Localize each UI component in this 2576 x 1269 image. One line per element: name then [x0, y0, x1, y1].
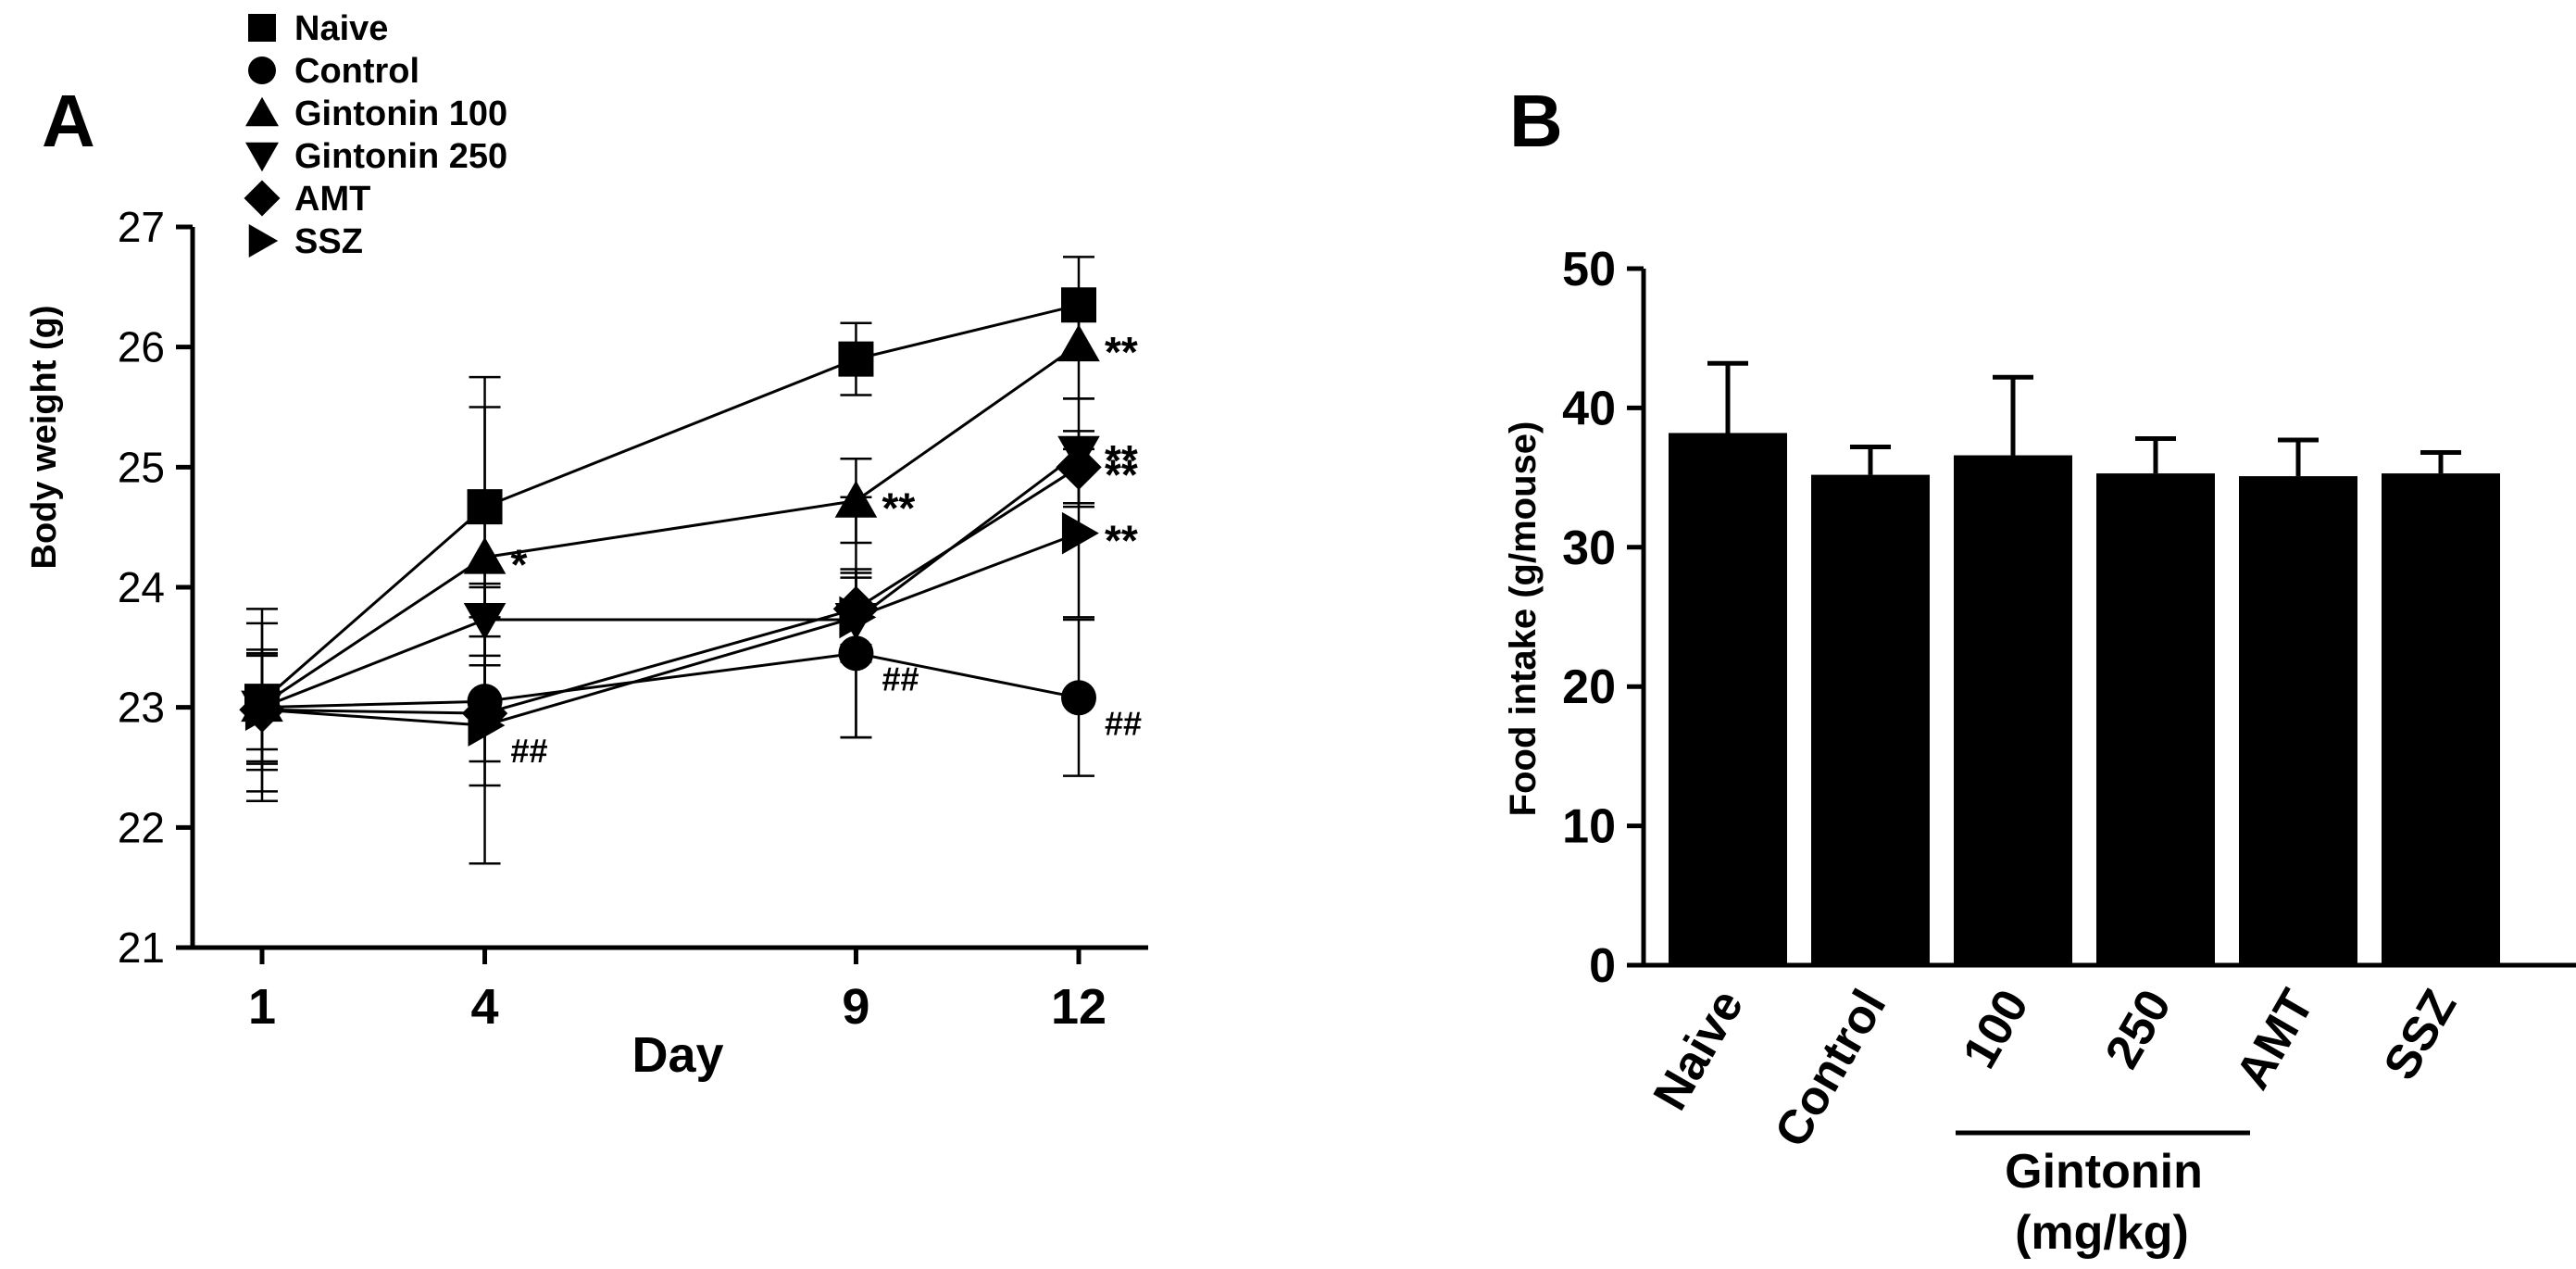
gintonin-group-unit: (mg/kg) — [2015, 1206, 2189, 1260]
panel-a-xlabel: Day — [631, 1027, 723, 1083]
gintonin-250-series-line — [261, 451, 1080, 710]
legend-marker-control — [248, 57, 276, 84]
panel-a-plot-area: ####*********##** — [239, 256, 1142, 865]
legend-label-gintonin-250: Gintonin 250 — [294, 137, 507, 176]
legend-label-gintonin-100: Gintonin 100 — [294, 94, 507, 133]
gintonin-100-point — [834, 480, 878, 518]
ssz-point — [839, 596, 877, 639]
panel-b-y-tick-label: 50 — [1562, 243, 1616, 296]
panel-b-letter: B — [1509, 80, 1563, 162]
bar-label-naive: Naive — [1644, 981, 1755, 1119]
panel-a-y-tick-label: 24 — [118, 563, 165, 611]
panel-b-y-tick-label: 30 — [1562, 521, 1616, 575]
amt-point — [1056, 444, 1102, 491]
ssz-significance-label: ** — [1105, 517, 1138, 565]
legend-label-control: Control — [294, 52, 419, 91]
panel-a-y-tick-label: 23 — [118, 684, 165, 732]
panel-a-y-tick-label: 21 — [118, 923, 165, 972]
panel-a-x-tick-label: 1 — [248, 979, 276, 1035]
bar-ssz — [2382, 473, 2500, 965]
bar-label-ssz: SSZ — [2374, 981, 2468, 1089]
naive-point — [1061, 287, 1096, 323]
panel-b-y-tick-label: 20 — [1562, 660, 1616, 714]
panel-b-y-tick-label: 0 — [1589, 939, 1616, 993]
panel-a: A Body weight (g) Day 21 22 23 24 25 26 27 1 4 9 1… — [25, 9, 1148, 1083]
naive-series-line — [261, 303, 1080, 703]
panel-b: B Food intake (g/mouse) 0 10 20 30 40 50 Naiv… — [1503, 80, 2576, 1260]
gintonin-250-point — [463, 602, 506, 640]
panel-b-y-tick-label: 40 — [1562, 382, 1616, 435]
bar-100 — [1954, 455, 2072, 965]
bar-label-100: 100 — [1953, 981, 2040, 1077]
ssz-point — [1061, 511, 1099, 555]
legend-label-ssz: SSZ — [294, 222, 363, 261]
gintonin-100-significance-label: ** — [1105, 328, 1138, 376]
bar-control — [1811, 474, 1930, 965]
panel-b-y-tick-label: 10 — [1562, 800, 1616, 854]
bar-amt — [2239, 476, 2357, 965]
panel-b-ylabel: Food intake (g/mouse) — [1503, 421, 1544, 817]
panel-a-y-tick-label: 25 — [118, 443, 165, 491]
gintonin-100-significance-label: * — [511, 541, 528, 589]
bar-250 — [2096, 473, 2215, 965]
ssz-point — [244, 688, 282, 732]
ssz-point — [468, 704, 506, 747]
panel-a-ylabel: Body weight (g) — [25, 306, 64, 570]
legend-marker-amt — [244, 180, 281, 217]
panel-a-axes: 21 22 23 24 25 26 27 1 4 9 12 — [118, 203, 1148, 1035]
legend-label-naive: Naive — [294, 9, 388, 48]
ssz-significance-label: ## — [511, 732, 548, 770]
legend-marker-gintonin-250 — [245, 142, 279, 172]
bar-label-control: Control — [1765, 981, 1897, 1156]
panel-a-y-tick-label: 27 — [118, 203, 165, 251]
legend-label-amt: AMT — [294, 180, 370, 219]
ssz-series-line — [261, 532, 1080, 727]
legend-marker-naive — [248, 14, 276, 42]
panel-a-x-tick-label: 4 — [471, 979, 499, 1035]
gintonin-100-significance-label: ** — [882, 484, 915, 533]
amt-series-line — [261, 466, 1080, 715]
naive-point — [467, 489, 503, 525]
control-point — [1061, 680, 1096, 716]
amt-significance-label: ** — [1105, 450, 1138, 498]
bar-label-amt: AMT — [2226, 981, 2325, 1099]
gintonin-100-series-line — [261, 343, 1080, 707]
control-significance-label: ## — [882, 660, 919, 697]
naive-point — [838, 341, 874, 377]
gintonin-group-label: Gintonin — [2005, 1145, 2203, 1199]
panel-a-x-tick-label: 12 — [1051, 979, 1107, 1035]
legend-marker-gintonin-100 — [245, 96, 279, 127]
gintonin-100-point — [1057, 324, 1100, 362]
control-significance-label: ## — [1105, 704, 1142, 742]
panel-a-y-tick-label: 26 — [118, 323, 165, 371]
panel-a-letter: A — [42, 80, 95, 162]
panel-b-plot-area: Naive Control 100 250 AMT SSZ — [1644, 360, 2500, 1156]
gintonin-100-point — [463, 536, 506, 574]
legend-marker-ssz — [248, 224, 279, 258]
panel-a-y-tick-label: 22 — [118, 803, 165, 851]
gintonin-250-significance-label: ** — [1105, 436, 1138, 484]
panel-a-x-tick-label: 9 — [842, 979, 869, 1035]
bar-naive — [1669, 433, 1787, 965]
control-series-line — [261, 651, 1080, 710]
control-point — [838, 635, 874, 672]
bar-label-250: 250 — [2095, 981, 2182, 1077]
